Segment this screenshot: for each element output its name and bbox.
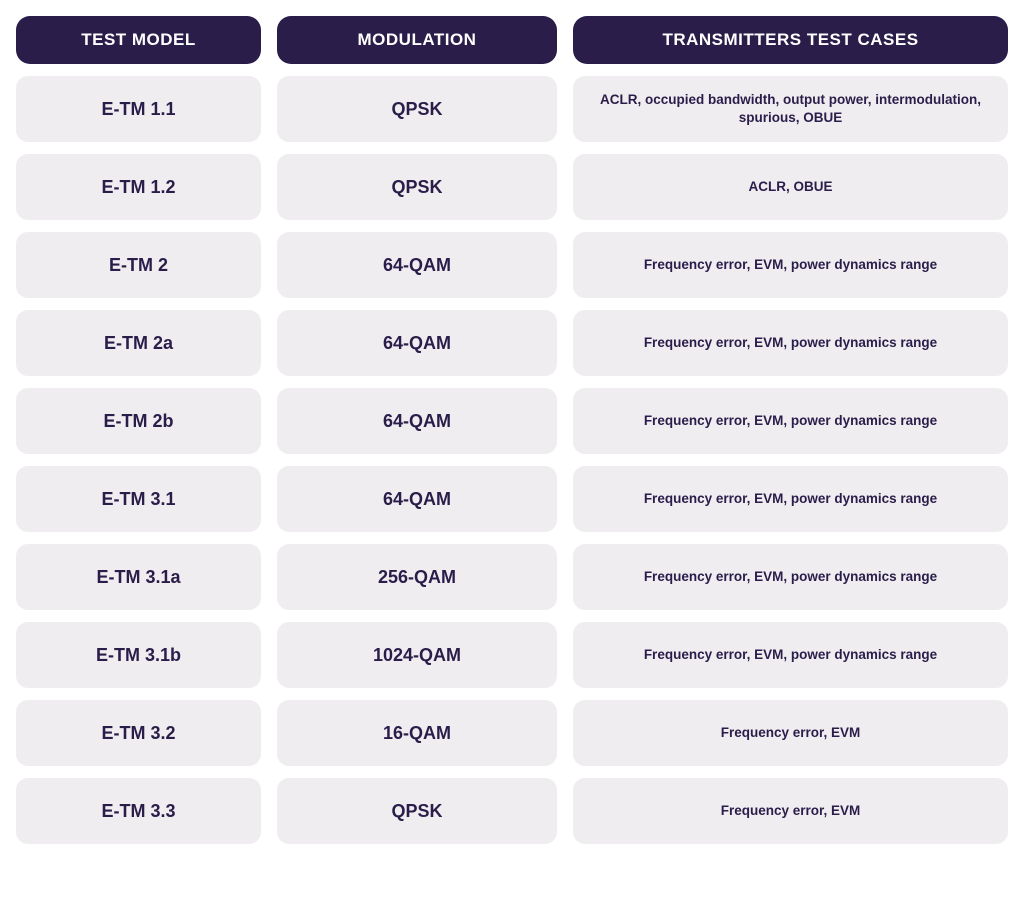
cell-test-model: E-TM 2a (16, 310, 261, 376)
header-modulation: MODULATION (277, 16, 557, 64)
cell-test-cases: Frequency error, EVM, power dynamics ran… (573, 310, 1008, 376)
table-row: E-TM 1.2 QPSK ACLR, OBUE (16, 154, 1008, 220)
table-row: E-TM 3.1b 1024-QAM Frequency error, EVM,… (16, 622, 1008, 688)
cell-modulation: 64-QAM (277, 466, 557, 532)
table-row: E-TM 2a 64-QAM Frequency error, EVM, pow… (16, 310, 1008, 376)
table-row: E-TM 3.1 64-QAM Frequency error, EVM, po… (16, 466, 1008, 532)
cell-modulation: 64-QAM (277, 388, 557, 454)
header-transmitters-test-cases: TRANSMITTERS TEST CASES (573, 16, 1008, 64)
cell-modulation: 16-QAM (277, 700, 557, 766)
cell-modulation: QPSK (277, 154, 557, 220)
cell-modulation: QPSK (277, 76, 557, 142)
cell-modulation: 64-QAM (277, 232, 557, 298)
cell-test-model: E-TM 3.3 (16, 778, 261, 844)
cell-test-model: E-TM 3.1a (16, 544, 261, 610)
cell-test-cases: ACLR, OBUE (573, 154, 1008, 220)
cell-test-cases: Frequency error, EVM, power dynamics ran… (573, 388, 1008, 454)
cell-test-model: E-TM 3.1 (16, 466, 261, 532)
table-header-row: TEST MODEL MODULATION TRANSMITTERS TEST … (16, 16, 1008, 64)
header-test-model: TEST MODEL (16, 16, 261, 64)
table-row: E-TM 3.3 QPSK Frequency error, EVM (16, 778, 1008, 844)
cell-test-cases: Frequency error, EVM (573, 700, 1008, 766)
table-row: E-TM 3.1a 256-QAM Frequency error, EVM, … (16, 544, 1008, 610)
cell-test-model: E-TM 3.2 (16, 700, 261, 766)
test-model-table: TEST MODEL MODULATION TRANSMITTERS TEST … (16, 16, 1008, 844)
cell-modulation: 256-QAM (277, 544, 557, 610)
cell-test-model: E-TM 3.1b (16, 622, 261, 688)
cell-test-cases: Frequency error, EVM, power dynamics ran… (573, 232, 1008, 298)
cell-test-cases: ACLR, occupied bandwidth, output power, … (573, 76, 1008, 142)
cell-modulation: 1024-QAM (277, 622, 557, 688)
cell-test-cases: Frequency error, EVM (573, 778, 1008, 844)
cell-test-model: E-TM 2 (16, 232, 261, 298)
cell-test-cases: Frequency error, EVM, power dynamics ran… (573, 622, 1008, 688)
table-row: E-TM 2b 64-QAM Frequency error, EVM, pow… (16, 388, 1008, 454)
cell-modulation: 64-QAM (277, 310, 557, 376)
table-row: E-TM 2 64-QAM Frequency error, EVM, powe… (16, 232, 1008, 298)
cell-test-cases: Frequency error, EVM, power dynamics ran… (573, 466, 1008, 532)
table-row: E-TM 3.2 16-QAM Frequency error, EVM (16, 700, 1008, 766)
cell-test-cases: Frequency error, EVM, power dynamics ran… (573, 544, 1008, 610)
cell-test-model: E-TM 2b (16, 388, 261, 454)
cell-test-model: E-TM 1.2 (16, 154, 261, 220)
table-row: E-TM 1.1 QPSK ACLR, occupied bandwidth, … (16, 76, 1008, 142)
cell-modulation: QPSK (277, 778, 557, 844)
cell-test-model: E-TM 1.1 (16, 76, 261, 142)
